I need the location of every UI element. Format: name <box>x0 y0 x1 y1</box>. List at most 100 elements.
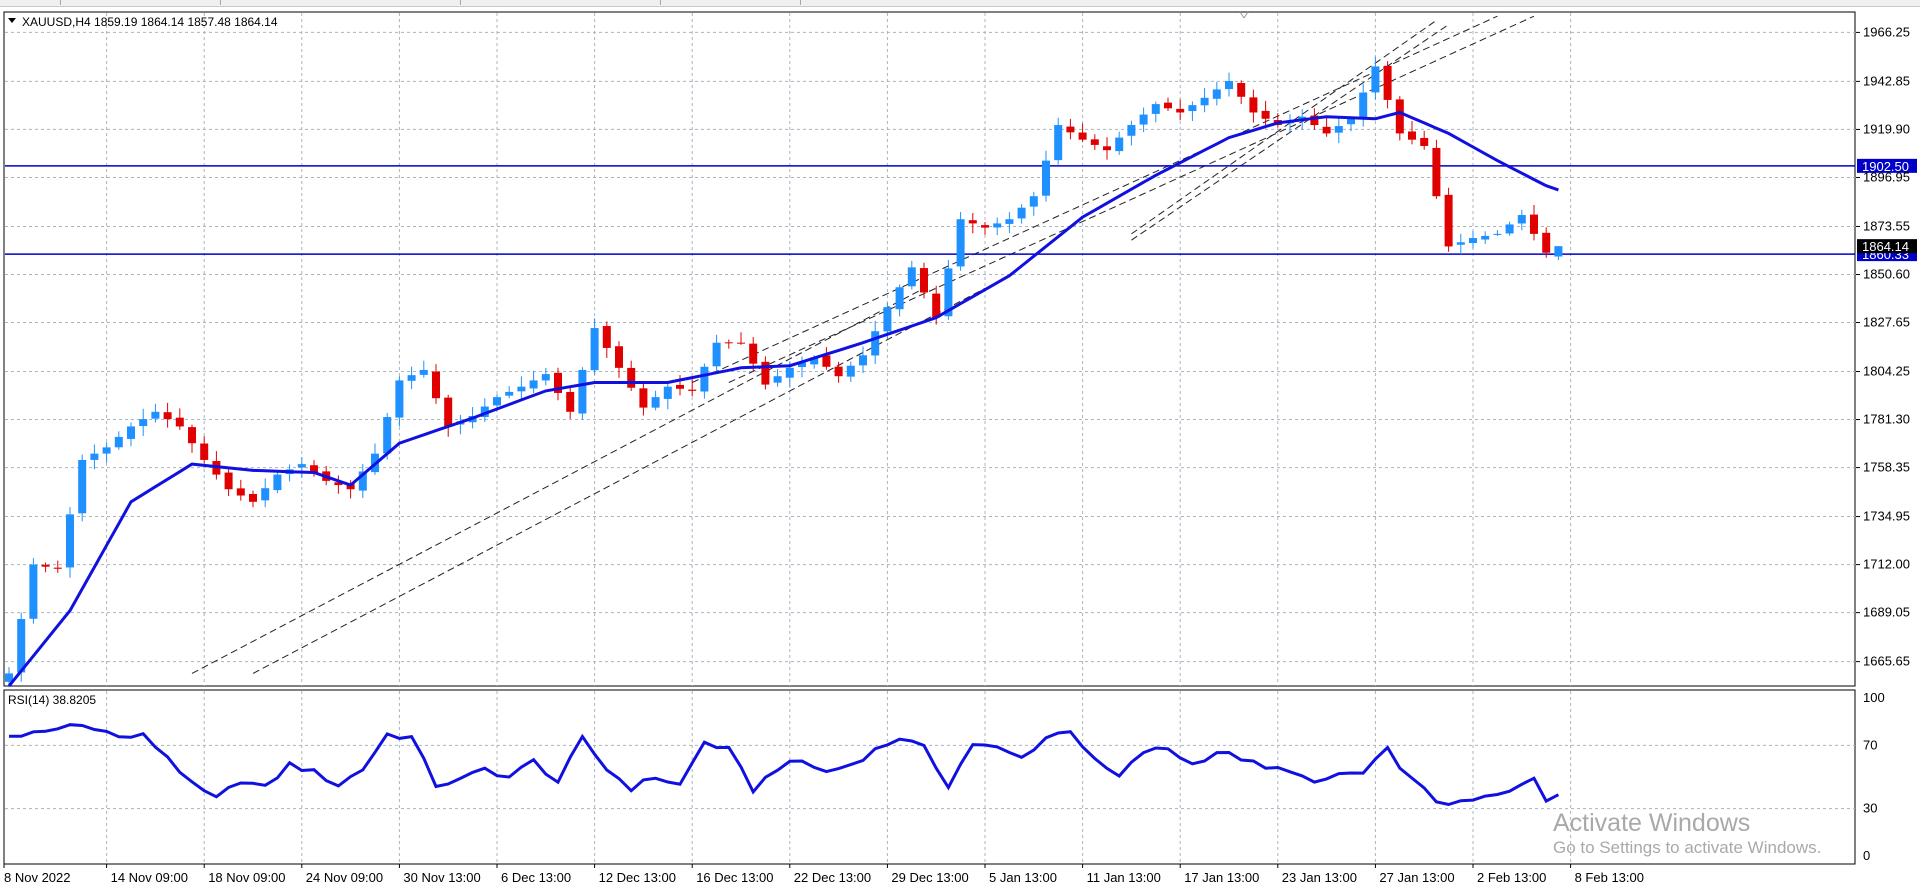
bull-candle <box>1505 221 1514 236</box>
shift-marker-icon <box>1243 11 1249 19</box>
candle-body <box>1029 196 1038 207</box>
candle-body <box>505 391 514 396</box>
bull-candle <box>956 211 965 271</box>
channel-line[interactable] <box>1131 24 1449 241</box>
time-axis-label: 14 Nov 09:00 <box>111 870 188 885</box>
bull-candle <box>1151 101 1160 123</box>
channel-line[interactable] <box>1131 19 1437 235</box>
bear-candle <box>1383 61 1392 109</box>
shift-marker-icon <box>1239 11 1245 19</box>
candle-body <box>102 447 111 454</box>
candle-body <box>1322 126 1331 134</box>
bear-candle <box>1237 80 1246 105</box>
bull-candle <box>1456 233 1465 255</box>
candle-body <box>41 564 50 567</box>
time-axis-label: 23 Jan 13:00 <box>1282 870 1357 885</box>
bull-candle <box>663 382 672 410</box>
candle-body <box>1237 83 1246 97</box>
bull-candle <box>419 360 428 378</box>
channel-line[interactable] <box>191 287 925 674</box>
candle-body <box>358 471 367 491</box>
moving-average-line <box>7 110 1559 687</box>
candle-body <box>1066 126 1075 133</box>
candle-body <box>419 369 428 375</box>
bull-candle <box>1469 231 1477 249</box>
candle-body <box>273 474 282 491</box>
candle-body <box>785 367 794 378</box>
chart-tab[interactable] <box>220 0 461 5</box>
candle-body <box>1420 137 1429 146</box>
time-axis-label: 8 Feb 13:00 <box>1575 870 1644 885</box>
time-axis-label: 29 Dec 13:00 <box>891 870 968 885</box>
collapse-triangle-icon[interactable] <box>8 18 16 23</box>
rsi-header-text: RSI(14) 38.8205 <box>8 693 96 707</box>
candle-body <box>1481 235 1490 240</box>
time-axis-label: 5 Jan 13:00 <box>989 870 1057 885</box>
candle-body <box>590 328 599 371</box>
bear-candle <box>724 339 733 349</box>
bear-candle <box>822 347 831 370</box>
bull-candle <box>1517 209 1526 231</box>
price-axis-label: 1827.65 <box>1863 315 1910 330</box>
candle-body <box>1017 207 1026 219</box>
price-axis-label: 1966.25 <box>1863 24 1910 39</box>
candle-body <box>1469 238 1477 244</box>
bear-candle <box>249 490 257 508</box>
bull-candle <box>1005 212 1014 234</box>
candle-body <box>773 376 782 383</box>
candle-body <box>53 567 62 569</box>
candle-body <box>407 375 416 381</box>
current-price-tag <box>1857 239 1917 254</box>
candle-body <box>480 406 489 417</box>
bull-candle <box>102 442 111 463</box>
channel-line[interactable] <box>728 15 1535 383</box>
bear-candle <box>676 374 684 396</box>
bear-candle <box>1103 137 1111 160</box>
bull-candle <box>700 363 709 399</box>
chart-tab[interactable] <box>660 0 801 5</box>
candle-body <box>261 488 270 501</box>
bull-candle <box>1139 107 1148 133</box>
time-axis-label: 18 Nov 09:00 <box>208 870 285 885</box>
bull-candle <box>114 431 123 450</box>
candle-body <box>993 223 1002 228</box>
chart-tab[interactable] <box>0 0 61 5</box>
bear-candle <box>188 424 196 453</box>
rsi-line <box>8 723 1560 807</box>
candle-body <box>175 417 184 427</box>
bull-candle <box>395 376 404 427</box>
bear-candle <box>761 356 770 390</box>
candle-body <box>188 427 196 444</box>
candle-body <box>798 362 806 368</box>
candle-body <box>737 342 745 344</box>
price-axis-label: 1919.90 <box>1863 121 1910 136</box>
bull-candle <box>29 558 38 624</box>
bull-candle <box>1359 83 1368 127</box>
candle-body <box>1542 232 1551 253</box>
candle-body <box>907 267 916 287</box>
bull-candle <box>505 386 514 399</box>
candle-body <box>676 384 684 389</box>
chart-tab[interactable] <box>60 0 221 5</box>
bull-candle <box>712 334 721 373</box>
time-axis-label: 12 Dec 13:00 <box>599 870 676 885</box>
channel-line[interactable] <box>252 287 986 674</box>
bear-candle <box>53 560 62 573</box>
chart-tab-strip[interactable] <box>0 0 1920 7</box>
bull-candle <box>1371 56 1380 100</box>
bear-candle <box>1322 116 1331 137</box>
candle-body <box>1310 115 1319 126</box>
bull-candle <box>541 367 550 386</box>
candle-body <box>1334 126 1343 133</box>
price-axis-label: 1781.30 <box>1863 412 1910 427</box>
channel-line[interactable] <box>691 15 1498 383</box>
candle-body <box>944 268 953 317</box>
chart-tab[interactable] <box>460 0 661 5</box>
candle-body <box>127 426 135 439</box>
candle-body <box>1225 81 1233 90</box>
bull-candle <box>590 318 599 375</box>
candle-body <box>1505 224 1514 234</box>
candle-body <box>712 342 721 367</box>
